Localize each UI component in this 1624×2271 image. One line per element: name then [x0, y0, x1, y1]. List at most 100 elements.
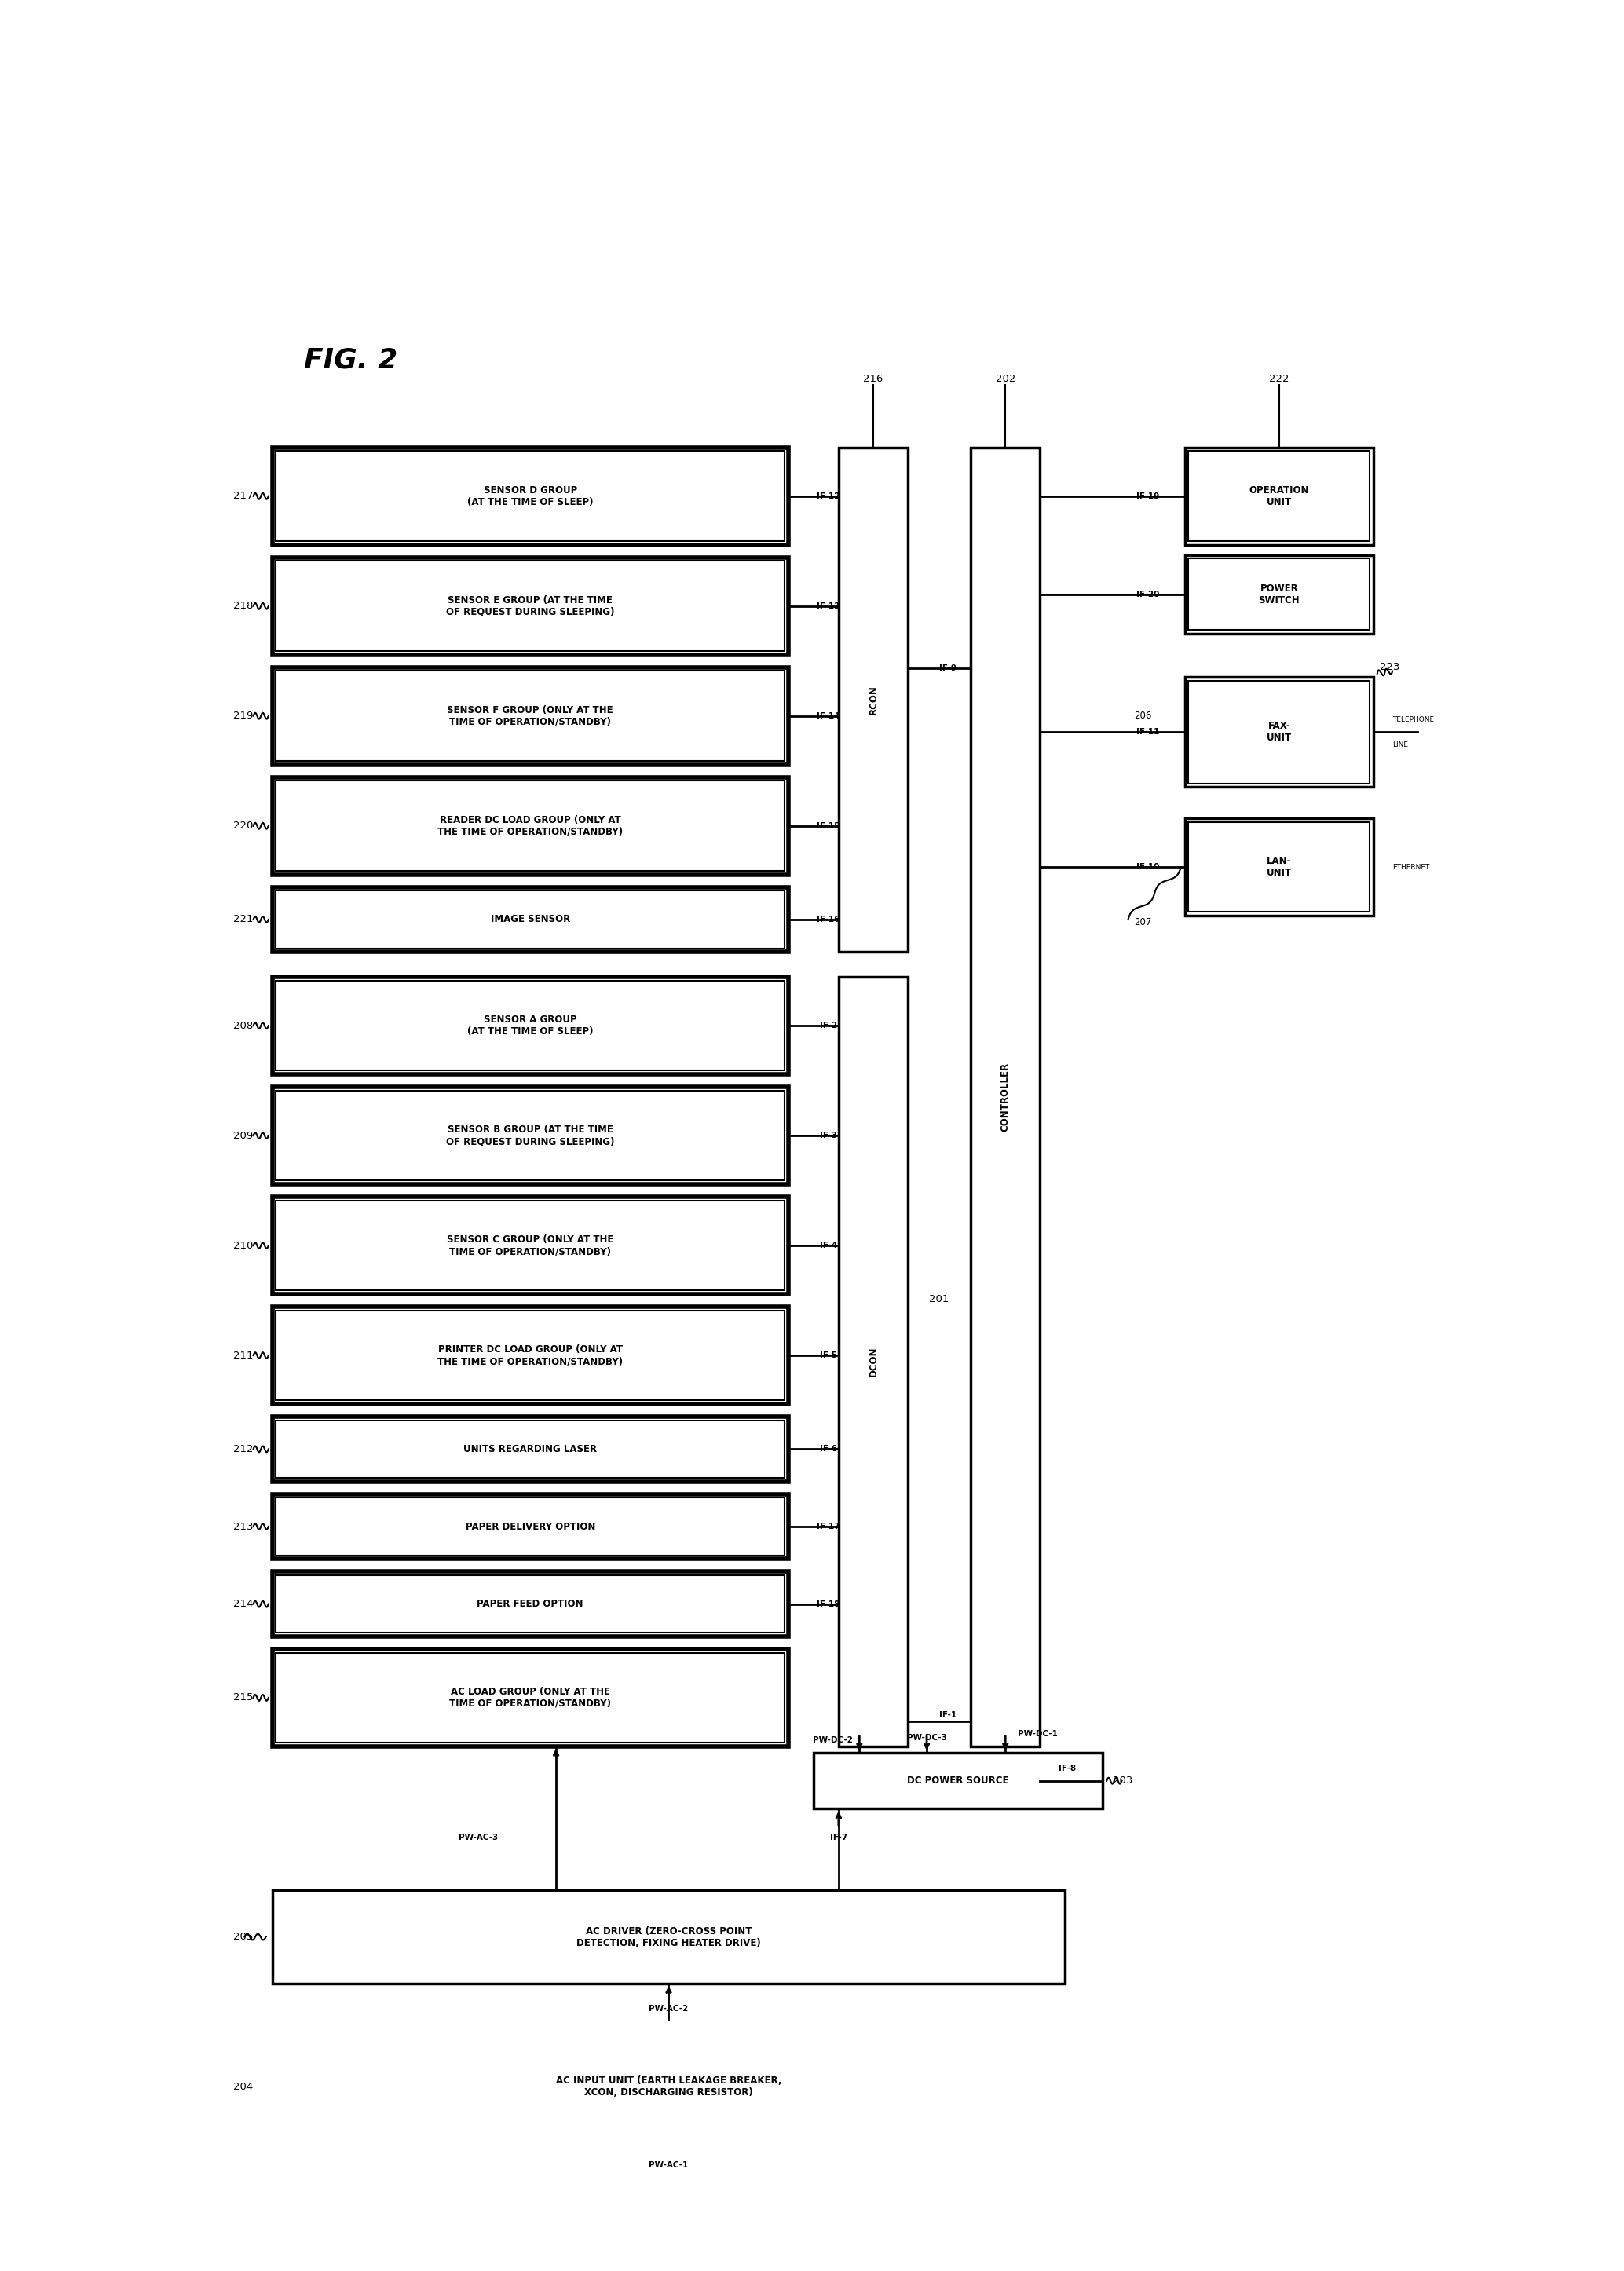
Text: PAPER DELIVERY OPTION: PAPER DELIVERY OPTION: [466, 1522, 594, 1531]
Text: IF-12: IF-12: [817, 493, 840, 500]
Text: 206: 206: [1134, 711, 1151, 720]
Bar: [276, 670, 784, 761]
Bar: [276, 561, 784, 652]
Text: PW-DC-2: PW-DC-2: [814, 1737, 853, 1744]
Text: 222: 222: [1268, 375, 1289, 384]
Text: IF-14: IF-14: [817, 713, 840, 720]
Text: ETHERNET: ETHERNET: [1392, 863, 1429, 870]
Bar: [273, 1417, 788, 1481]
Text: UNITS REGARDING LASER: UNITS REGARDING LASER: [463, 1444, 598, 1453]
Text: SENSOR E GROUP (AT THE TIME
OF REQUEST DURING SLEEPING): SENSOR E GROUP (AT THE TIME OF REQUEST D…: [447, 595, 614, 618]
Text: 223: 223: [1380, 663, 1400, 672]
Bar: [276, 1201, 784, 1290]
Text: 220: 220: [234, 820, 253, 831]
Text: PAPER FEED OPTION: PAPER FEED OPTION: [477, 1599, 583, 1610]
Bar: [273, 1649, 788, 1746]
Text: TELEPHONE: TELEPHONE: [1392, 715, 1434, 722]
Text: AC DRIVER (ZERO-CROSS POINT
DETECTION, FIXING HEATER DRIVE): AC DRIVER (ZERO-CROSS POINT DETECTION, F…: [577, 1926, 762, 1949]
Bar: [1189, 452, 1369, 540]
Bar: [1189, 559, 1369, 629]
Bar: [814, 1753, 1103, 1808]
Bar: [273, 1572, 788, 1637]
Text: PRINTER DC LOAD GROUP (ONLY AT
THE TIME OF OPERATION/STANDBY): PRINTER DC LOAD GROUP (ONLY AT THE TIME …: [437, 1344, 624, 1367]
Bar: [276, 1310, 784, 1401]
Text: FIG. 2: FIG. 2: [304, 347, 398, 372]
Bar: [838, 447, 908, 952]
Text: PW-AC-3: PW-AC-3: [460, 1833, 499, 1842]
Text: IF-10: IF-10: [1137, 863, 1160, 872]
Text: AC LOAD GROUP (ONLY AT THE
TIME OF OPERATION/STANDBY): AC LOAD GROUP (ONLY AT THE TIME OF OPERA…: [450, 1687, 611, 1708]
Bar: [1189, 822, 1369, 913]
Text: SENSOR F GROUP (ONLY AT THE
TIME OF OPERATION/STANDBY): SENSOR F GROUP (ONLY AT THE TIME OF OPER…: [447, 704, 614, 727]
Text: IF-11: IF-11: [1137, 729, 1160, 736]
Text: 219: 219: [234, 711, 253, 720]
Bar: [276, 1090, 784, 1181]
Text: IF-6: IF-6: [820, 1444, 838, 1453]
Bar: [1186, 677, 1374, 788]
Text: POWER
SWITCH: POWER SWITCH: [1259, 584, 1299, 604]
Text: SENSOR B GROUP (AT THE TIME
OF REQUEST DURING SLEEPING): SENSOR B GROUP (AT THE TIME OF REQUEST D…: [447, 1124, 614, 1147]
Text: 212: 212: [234, 1444, 253, 1453]
Bar: [1186, 818, 1374, 915]
Text: IF-5: IF-5: [820, 1351, 838, 1360]
Text: PW-AC-1: PW-AC-1: [650, 2162, 689, 2169]
Text: 209: 209: [234, 1131, 253, 1140]
Text: IF-20: IF-20: [1137, 590, 1160, 597]
Text: IF-8: IF-8: [1059, 1765, 1077, 1771]
Bar: [273, 556, 788, 654]
Bar: [276, 1499, 784, 1556]
Bar: [1186, 554, 1374, 634]
Text: 217: 217: [234, 491, 253, 502]
Text: 204: 204: [234, 2083, 253, 2092]
Text: SENSOR A GROUP
(AT THE TIME OF SLEEP): SENSOR A GROUP (AT THE TIME OF SLEEP): [468, 1015, 593, 1036]
Text: 203: 203: [1112, 1776, 1134, 1785]
Bar: [276, 781, 784, 870]
Bar: [971, 447, 1039, 1746]
Text: 207: 207: [1134, 917, 1151, 927]
Text: 214: 214: [234, 1599, 253, 1610]
Text: PW-AC-2: PW-AC-2: [650, 2005, 689, 2012]
Text: 221: 221: [234, 915, 253, 924]
Text: IF-9: IF-9: [939, 665, 957, 672]
Text: 211: 211: [234, 1351, 253, 1360]
Text: 218: 218: [234, 602, 253, 611]
Text: CONTROLLER: CONTROLLER: [1000, 1063, 1010, 1131]
Bar: [273, 1494, 788, 1558]
Bar: [1189, 681, 1369, 783]
Text: LINE: LINE: [1392, 740, 1408, 747]
Bar: [276, 1576, 784, 1633]
Text: 216: 216: [864, 375, 883, 384]
Text: LAN-
UNIT: LAN- UNIT: [1267, 856, 1291, 879]
Bar: [1186, 447, 1374, 545]
Text: OPERATION
UNIT: OPERATION UNIT: [1249, 486, 1309, 506]
Text: PW-DC-1: PW-DC-1: [1018, 1731, 1057, 1737]
Text: 213: 213: [234, 1522, 253, 1531]
Bar: [273, 668, 788, 765]
Text: 202: 202: [996, 375, 1015, 384]
Text: IF-2: IF-2: [820, 1022, 838, 1029]
Bar: [273, 1889, 1065, 1985]
Bar: [273, 1306, 788, 1403]
Text: READER DC LOAD GROUP (ONLY AT
THE TIME OF OPERATION/STANDBY): READER DC LOAD GROUP (ONLY AT THE TIME O…: [437, 815, 624, 836]
Text: DC POWER SOURCE: DC POWER SOURCE: [908, 1776, 1009, 1785]
Text: 210: 210: [234, 1240, 253, 1251]
Text: FAX-
UNIT: FAX- UNIT: [1267, 722, 1291, 743]
Text: 201: 201: [929, 1294, 950, 1304]
Text: IF-1: IF-1: [939, 1712, 957, 1719]
Text: IF-19: IF-19: [1137, 493, 1160, 500]
Text: IF-7: IF-7: [830, 1833, 848, 1842]
Bar: [276, 452, 784, 540]
Bar: [276, 1653, 784, 1742]
Text: IF-16: IF-16: [817, 915, 840, 924]
Text: IF-3: IF-3: [820, 1131, 838, 1140]
Text: IF-17: IF-17: [817, 1522, 840, 1531]
Bar: [276, 1419, 784, 1478]
Text: SENSOR D GROUP
(AT THE TIME OF SLEEP): SENSOR D GROUP (AT THE TIME OF SLEEP): [468, 486, 593, 506]
Text: SENSOR C GROUP (ONLY AT THE
TIME OF OPERATION/STANDBY): SENSOR C GROUP (ONLY AT THE TIME OF OPER…: [447, 1235, 614, 1256]
Bar: [273, 977, 788, 1074]
Text: RCON: RCON: [869, 686, 879, 715]
Text: DCON: DCON: [869, 1347, 879, 1376]
Bar: [273, 447, 788, 545]
Text: IMAGE SENSOR: IMAGE SENSOR: [490, 915, 570, 924]
Bar: [273, 2039, 1065, 2132]
